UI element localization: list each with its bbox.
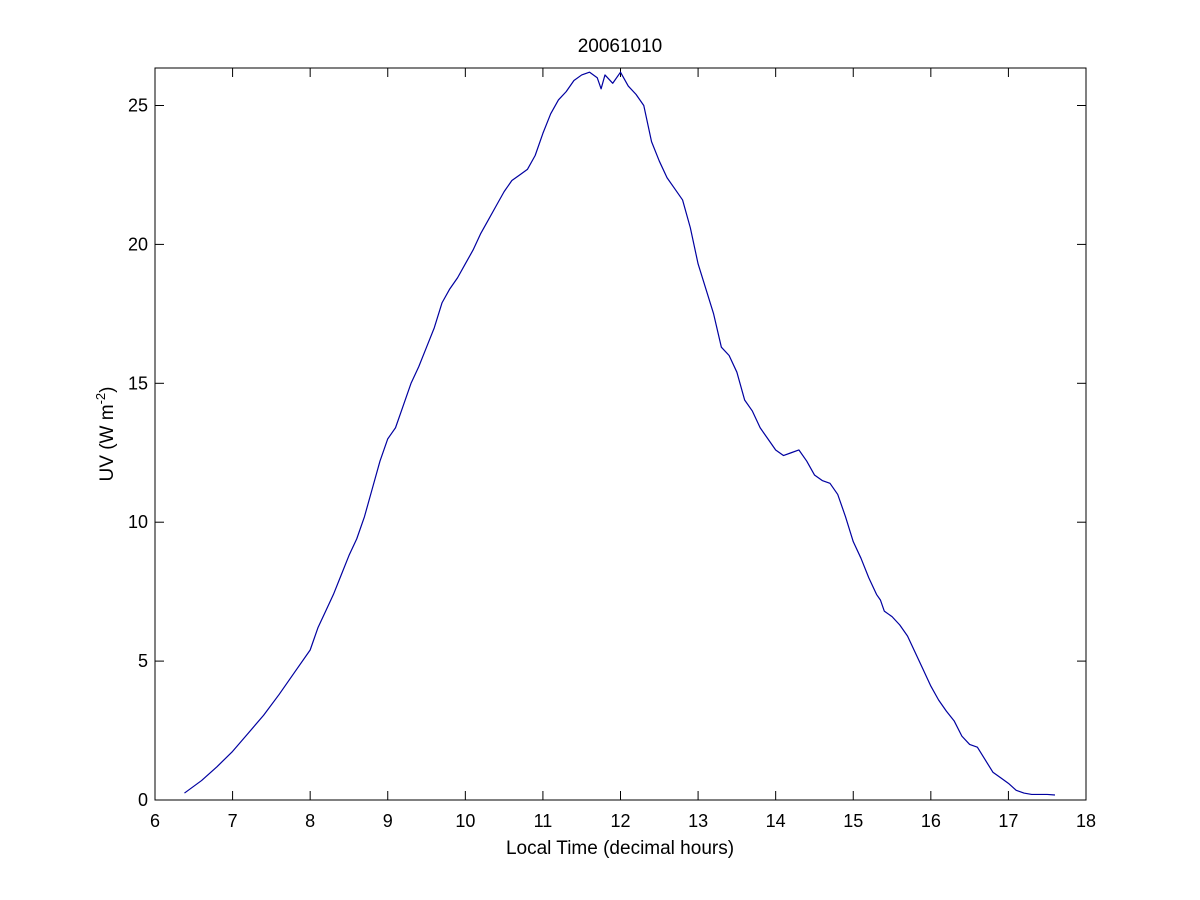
x-axis-label: Local Time (decimal hours)	[506, 838, 734, 859]
x-tick-label: 7	[228, 811, 238, 831]
y-axis-label-close: )	[97, 387, 118, 393]
x-tick-label: 9	[383, 811, 393, 831]
x-tick-label: 18	[1076, 811, 1096, 831]
x-tick-label: 12	[610, 811, 630, 831]
x-tick-label: 8	[305, 811, 315, 831]
x-tick-label: 16	[921, 811, 941, 831]
x-tick-label: 11	[534, 811, 553, 831]
axis-ticks	[154, 68, 1087, 801]
x-tick-label: 13	[688, 811, 708, 831]
y-tick-label: 15	[128, 373, 148, 393]
x-tick-label: 15	[843, 811, 863, 831]
y-tick-label: 25	[128, 96, 148, 116]
x-tick-label: 17	[998, 811, 1018, 831]
y-tick-label: 10	[128, 512, 148, 532]
x-tick-label: 14	[766, 811, 786, 831]
plot-area	[154, 67, 1087, 801]
y-tick-label: 20	[128, 234, 148, 254]
chart-title: 20061010	[578, 36, 663, 57]
y-axis-label-superscript: -2	[93, 393, 108, 405]
y-tick-label: 5	[138, 651, 148, 671]
y-tick-label: 0	[138, 790, 148, 810]
x-tick-label: 10	[455, 811, 475, 831]
uv-series-line	[184, 71, 1056, 796]
axis-tick-labels: 6 7 8 9 10 11 12 13 14 15 16 17 18 0 5 10 15 20 25	[128, 96, 1096, 831]
y-axis-label: UV (W m-2)	[93, 387, 118, 482]
x-tick-label: 6	[150, 811, 160, 831]
y-axis-label-main: UV (W m	[97, 404, 118, 481]
